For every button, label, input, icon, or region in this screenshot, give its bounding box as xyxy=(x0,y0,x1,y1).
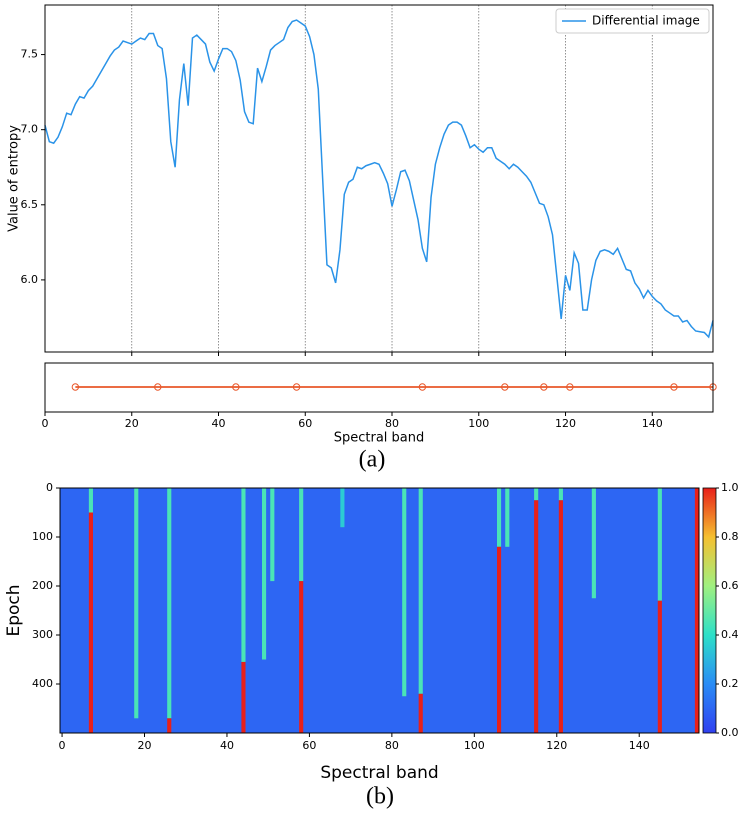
x-tick-label: 40 xyxy=(212,417,226,430)
x-tick-label: 40 xyxy=(220,739,234,752)
colorbar-tick-label: 0.0 xyxy=(721,726,739,739)
heatmap-cell xyxy=(134,488,139,719)
y-tick-label: 7.0 xyxy=(21,123,39,136)
colorbar-tick-label: 0.6 xyxy=(721,579,739,592)
x-tick-label: 140 xyxy=(642,417,663,430)
heatmap-cell xyxy=(270,488,275,582)
heatmap-cell xyxy=(88,512,93,733)
selected-band xyxy=(292,383,301,391)
heatmap-cell xyxy=(657,488,662,601)
y-tick-label: 200 xyxy=(32,579,53,592)
x-axis-label: Spectral band xyxy=(320,763,438,783)
heatmap-cell xyxy=(534,488,539,501)
heatmap-cell xyxy=(505,488,510,547)
heatmap-cell xyxy=(262,488,267,660)
x-tick-label: 100 xyxy=(468,417,489,430)
heatmap-cell xyxy=(241,661,246,733)
heatmap-cell xyxy=(402,488,407,697)
x-tick-label: 80 xyxy=(385,739,399,752)
heatmap-cell xyxy=(534,500,539,733)
heatmap-cell xyxy=(299,488,304,582)
x-tick-label: 100 xyxy=(464,739,485,752)
y-tick-label: 300 xyxy=(32,628,53,641)
heatmap-cell xyxy=(558,500,563,733)
x-axis-label: Spectral band xyxy=(334,431,425,446)
heatmap-cell xyxy=(694,488,699,733)
heatmap-cell xyxy=(418,488,423,694)
y-tick-label: 7.5 xyxy=(21,48,39,61)
caption: (b) xyxy=(366,784,394,810)
selected-band xyxy=(501,383,509,391)
heatmap-cell xyxy=(558,488,563,501)
selected-band xyxy=(232,383,240,391)
heatmap-cell xyxy=(591,488,596,599)
selected-band xyxy=(71,383,80,391)
heatmap-cell xyxy=(657,600,662,733)
colorbar-tick-label: 0.8 xyxy=(721,530,739,543)
y-tick-label: 6.5 xyxy=(21,198,39,211)
colorbar xyxy=(702,487,717,734)
plot-frame xyxy=(59,487,700,734)
plot-frame xyxy=(44,362,714,413)
heatmap-cell xyxy=(340,488,345,528)
selected-band xyxy=(540,383,548,391)
x-tick-label: 80 xyxy=(385,417,399,430)
legend-box xyxy=(555,8,710,34)
selected-band xyxy=(566,383,574,391)
plot-frame xyxy=(44,4,714,353)
y-axis-label: Epoch xyxy=(4,584,24,636)
heatmap-cell xyxy=(241,488,246,662)
x-tick-label: 20 xyxy=(138,739,152,752)
colorbar-tick-label: 0.4 xyxy=(721,628,739,641)
heatmap-cell xyxy=(167,488,172,719)
x-tick-label: 0 xyxy=(59,739,66,752)
heatmap-cell xyxy=(496,546,502,733)
heatmap-cell xyxy=(167,718,172,733)
x-tick-label: 60 xyxy=(298,417,312,430)
selected-band xyxy=(670,383,678,391)
heatmap-cell xyxy=(418,693,423,733)
x-tick-label: 120 xyxy=(546,739,567,752)
y-tick-label: 100 xyxy=(32,530,53,543)
x-tick-label: 120 xyxy=(555,417,576,430)
heatmap-background xyxy=(60,488,699,733)
x-tick-label: 60 xyxy=(302,739,316,752)
heatmap-cell xyxy=(88,488,93,513)
selected-band xyxy=(154,383,162,391)
legend-label: Differential image xyxy=(592,14,700,28)
data-line xyxy=(44,19,714,339)
selected-band xyxy=(418,383,427,391)
x-tick-label: 140 xyxy=(629,739,650,752)
y-tick-label: 400 xyxy=(32,677,53,690)
x-tick-label: 0 xyxy=(42,417,49,430)
heatmap-cell xyxy=(496,488,502,547)
heatmap-cell xyxy=(299,581,304,733)
y-tick-label: 6.0 xyxy=(21,273,39,286)
caption: (a) xyxy=(359,447,386,473)
y-tick-label: 0 xyxy=(46,481,53,494)
y-axis-label: Value of entropy xyxy=(7,125,22,232)
colorbar-tick-label: 0.2 xyxy=(721,677,739,690)
colorbar-tick-label: 1.0 xyxy=(721,481,739,494)
x-tick-label: 20 xyxy=(125,417,139,430)
